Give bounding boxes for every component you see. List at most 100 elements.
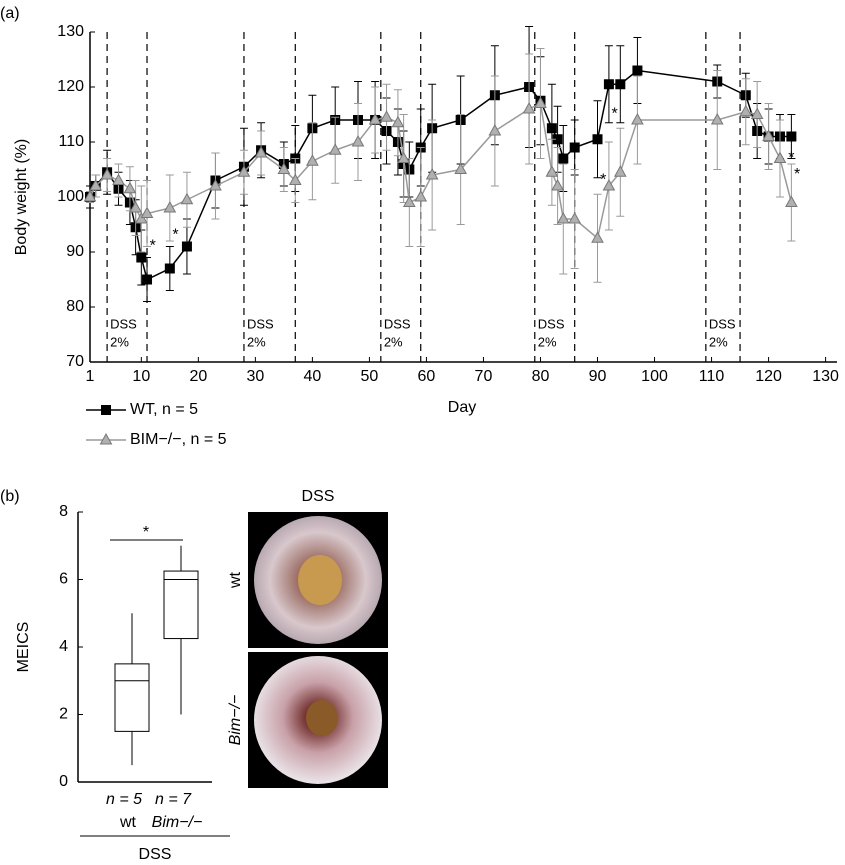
- marker: [750, 107, 764, 119]
- y-tick-label: 2: [59, 706, 68, 723]
- x-tick-label: 30: [246, 368, 264, 385]
- marker: [602, 178, 616, 191]
- marker: [773, 151, 787, 163]
- panel-label: (b): [0, 488, 20, 505]
- annotation: *: [794, 166, 800, 183]
- marker: [551, 178, 564, 191]
- x-tick-label: 110: [699, 368, 725, 385]
- x-axis-label: Day: [448, 399, 476, 416]
- marker: [534, 96, 547, 108]
- marker: [556, 211, 570, 224]
- treatment-label: 2%: [384, 334, 403, 349]
- significance-label: *: [143, 524, 149, 541]
- marker: [397, 151, 410, 163]
- treatment-label: 2%: [110, 334, 129, 349]
- y-tick-label: 4: [59, 638, 68, 655]
- x-tick-label: Bim−/−: [152, 814, 203, 831]
- marker: [254, 145, 268, 158]
- marker: [181, 241, 192, 252]
- y-tick-label: 130: [57, 23, 84, 40]
- marker: [552, 134, 563, 145]
- stool: [306, 700, 338, 736]
- image-row-label: wt: [227, 571, 244, 589]
- marker: [603, 79, 614, 90]
- marker: [522, 101, 536, 114]
- marker: [592, 134, 603, 145]
- treatment-label: 2%: [709, 334, 728, 349]
- marker: [615, 79, 626, 90]
- series-line: [89, 69, 792, 281]
- x-tick-label: 130: [812, 368, 839, 385]
- marker: [209, 178, 222, 191]
- x-tick-label: 10: [132, 368, 150, 385]
- marker: [545, 165, 559, 177]
- y-tick-label: 100: [57, 188, 84, 205]
- annotation: *: [172, 227, 178, 244]
- marker: [591, 231, 604, 243]
- annotation: *: [150, 238, 156, 255]
- n-label: n = 5: [106, 791, 142, 808]
- x-tick-label: 50: [361, 368, 379, 385]
- marker: [129, 200, 142, 213]
- marker: [488, 123, 502, 136]
- marker: [631, 112, 644, 125]
- marker: [391, 115, 405, 128]
- marker: [558, 153, 569, 164]
- x-tick-label: 40: [303, 368, 321, 385]
- y-tick-label: 80: [66, 298, 84, 315]
- legend-label: BIM−/−, n = 5: [130, 431, 227, 448]
- y-tick-label: 120: [57, 78, 84, 95]
- x-tick-label: 70: [475, 368, 493, 385]
- panel-label: (a): [0, 5, 20, 22]
- marker: [613, 165, 627, 177]
- marker: [112, 173, 125, 185]
- marker: [414, 189, 428, 202]
- marker: [83, 189, 97, 202]
- n-label: n = 7: [155, 791, 192, 808]
- treatment-label: DSS: [709, 316, 736, 331]
- marker: [380, 110, 393, 122]
- stool: [298, 555, 342, 605]
- y-tick-label: 6: [59, 571, 68, 588]
- marker: [710, 112, 724, 125]
- x-tick-label: 20: [189, 368, 207, 385]
- legend-label: WT, n = 5: [130, 401, 198, 418]
- x-tick-label: 60: [418, 368, 436, 385]
- marker: [328, 143, 342, 155]
- marker: [425, 167, 439, 180]
- x-tick-label: wt: [119, 814, 137, 831]
- marker: [546, 123, 557, 134]
- marker: [306, 154, 319, 166]
- marker: [454, 162, 467, 174]
- annotation: *: [788, 150, 794, 167]
- marker: [237, 165, 251, 177]
- marker: [569, 142, 580, 153]
- marker: [164, 263, 175, 274]
- x-tick-label: 90: [589, 368, 607, 385]
- legend-marker: [99, 432, 113, 445]
- marker: [89, 178, 103, 191]
- marker: [351, 134, 365, 147]
- treatment-label: 2%: [247, 334, 266, 349]
- y-tick-label: 110: [58, 133, 84, 150]
- marker: [785, 195, 798, 207]
- y-tick-label: 0: [59, 773, 68, 790]
- marker: [277, 162, 291, 174]
- x-tick-label: 120: [755, 368, 782, 385]
- x-tick-label: 1: [86, 368, 95, 385]
- image-row-label: Bim−/−: [227, 695, 244, 746]
- group-label: DSS: [139, 846, 172, 863]
- marker: [100, 167, 114, 180]
- box: [114, 663, 150, 732]
- x-tick-label: 80: [532, 368, 550, 385]
- treatment-label: DSS: [384, 316, 411, 331]
- legend-marker: [101, 405, 111, 415]
- y-tick-label: 8: [59, 503, 68, 520]
- image-title: DSS: [302, 488, 335, 505]
- marker: [288, 173, 302, 185]
- marker: [136, 252, 147, 263]
- treatment-label: DSS: [538, 316, 565, 331]
- annotation: *: [600, 172, 606, 189]
- marker: [163, 200, 177, 213]
